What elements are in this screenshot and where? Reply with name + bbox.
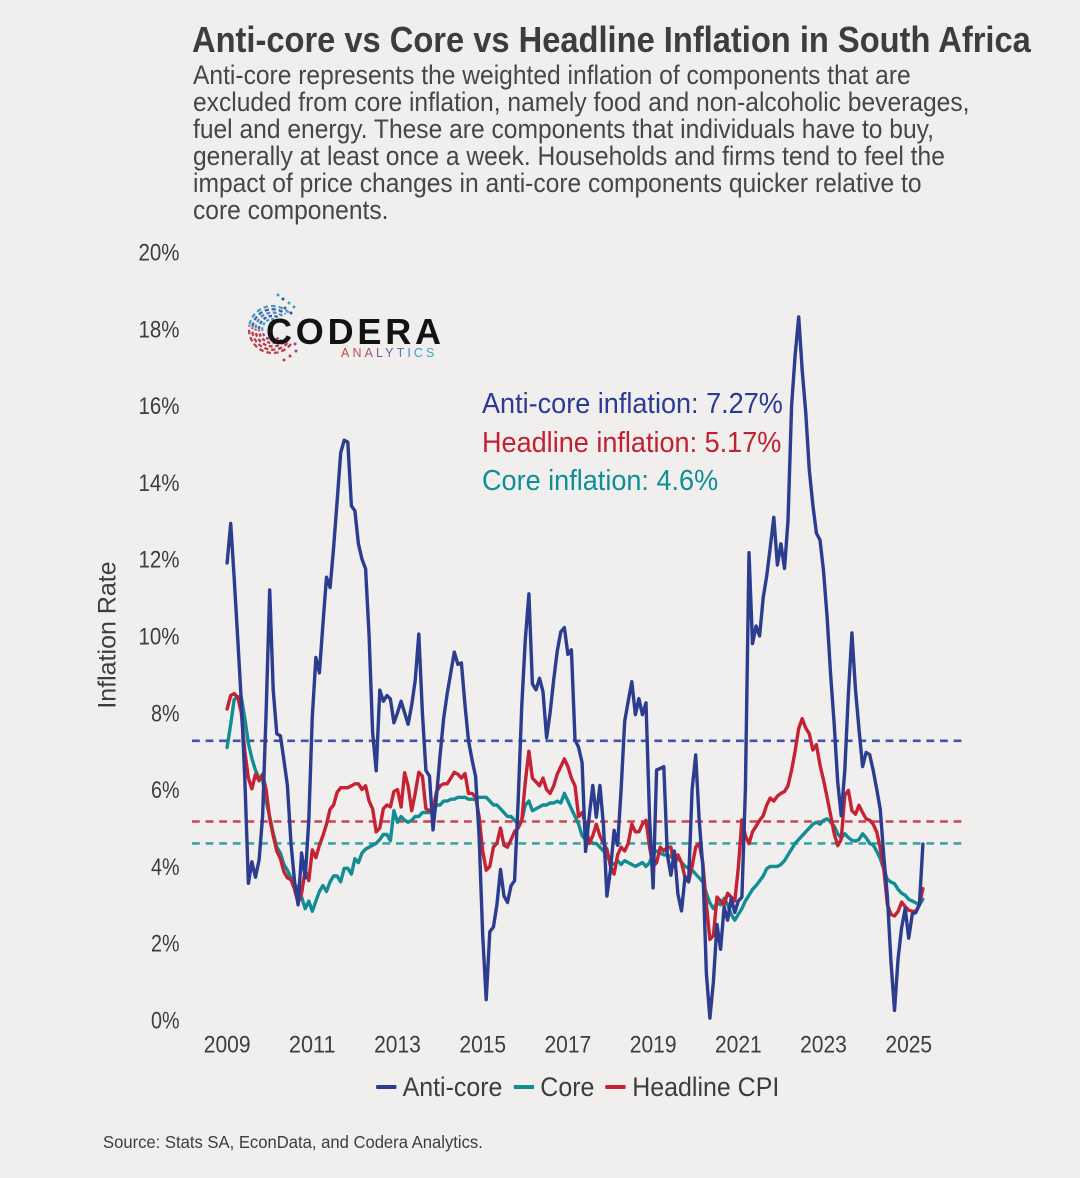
- svg-text:0%: 0%: [151, 1008, 180, 1035]
- svg-text:2011: 2011: [289, 1032, 336, 1059]
- svg-text:2013: 2013: [374, 1032, 421, 1059]
- svg-text:2%: 2%: [151, 931, 180, 958]
- svg-text:4%: 4%: [151, 854, 180, 881]
- svg-text:10%: 10%: [139, 624, 180, 651]
- svg-text:2009: 2009: [204, 1032, 251, 1059]
- svg-text:2015: 2015: [459, 1032, 506, 1059]
- svg-text:2023: 2023: [800, 1032, 847, 1059]
- svg-text:16%: 16%: [139, 393, 180, 420]
- svg-text:12%: 12%: [139, 547, 180, 574]
- svg-text:2019: 2019: [630, 1032, 677, 1059]
- svg-text:2025: 2025: [885, 1032, 932, 1059]
- svg-text:20%: 20%: [139, 240, 180, 267]
- svg-text:8%: 8%: [151, 700, 180, 727]
- svg-text:2017: 2017: [545, 1032, 592, 1059]
- svg-text:2021: 2021: [715, 1032, 762, 1059]
- svg-text:CODERA: CODERA: [266, 311, 445, 352]
- svg-text:ANALYTICS: ANALYTICS: [341, 346, 437, 360]
- svg-text:6%: 6%: [151, 777, 180, 804]
- svg-text:14%: 14%: [139, 470, 180, 497]
- svg-text:18%: 18%: [139, 316, 180, 343]
